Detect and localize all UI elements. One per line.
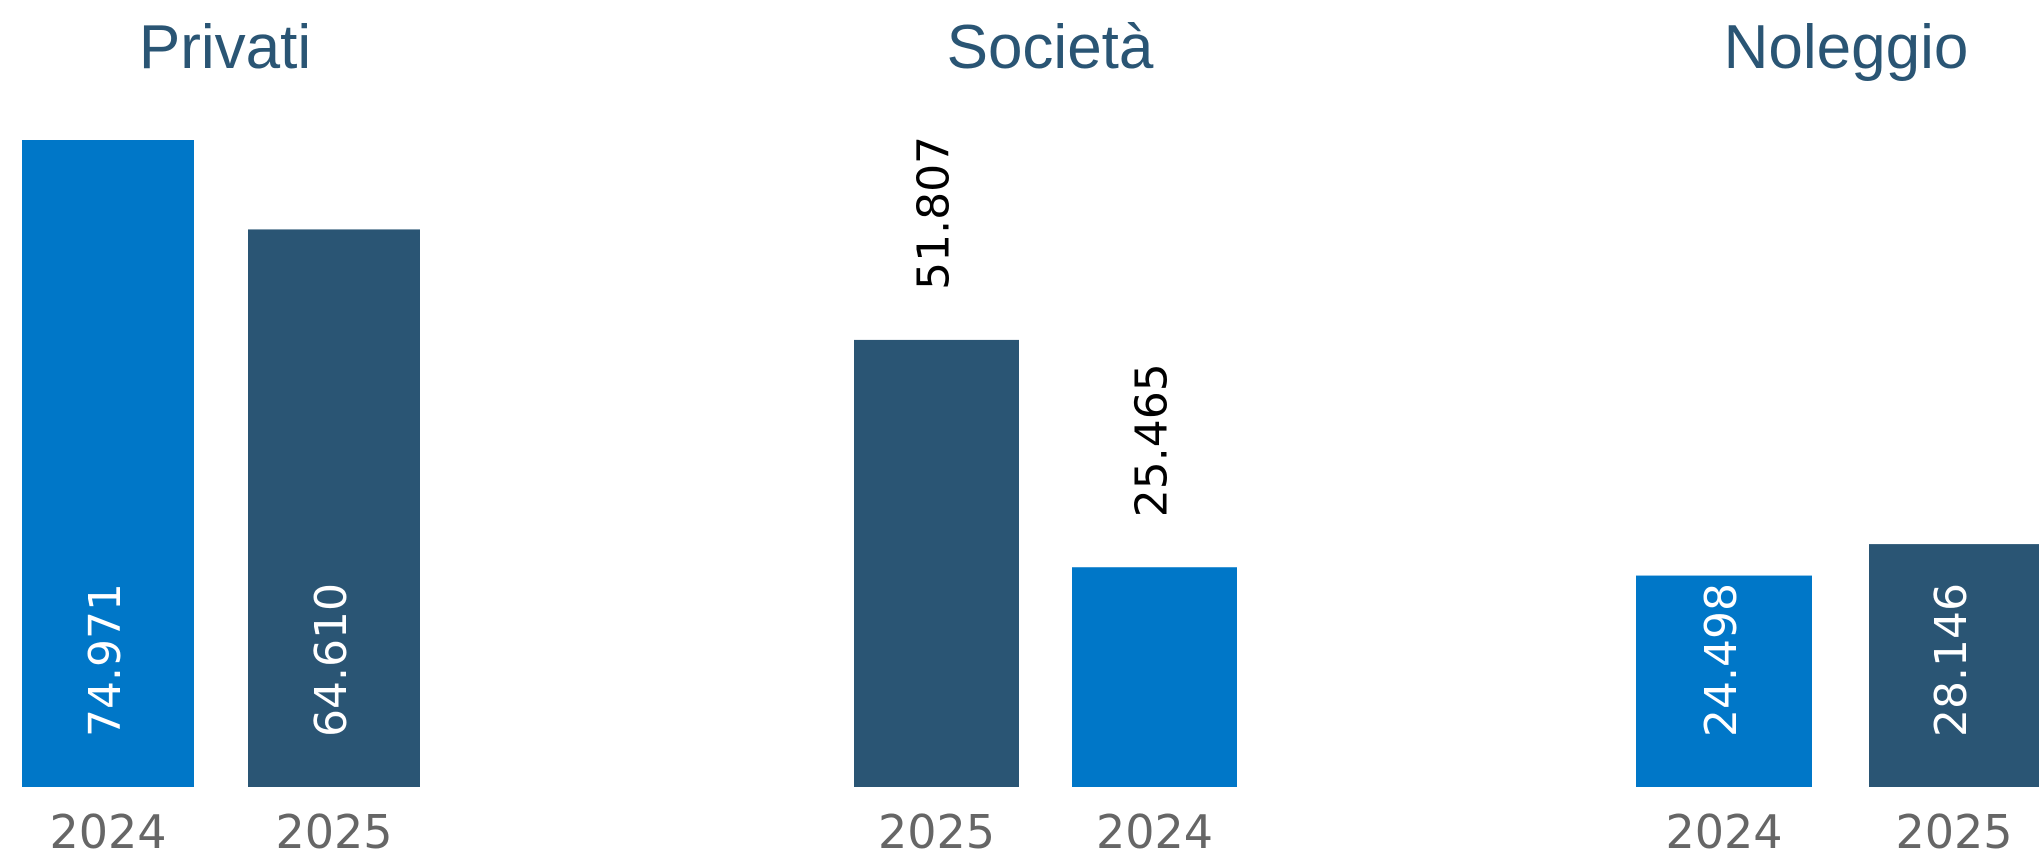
bar-2025 bbox=[854, 339, 1019, 787]
category-label: 2024 bbox=[1665, 805, 1782, 855]
data-label: 74.971 bbox=[80, 583, 131, 737]
data-label: 24.498 bbox=[1696, 583, 1747, 737]
category-label: 2024 bbox=[1096, 805, 1213, 855]
category-label: 2025 bbox=[275, 805, 392, 855]
panel-title: Noleggio bbox=[1724, 13, 1969, 82]
category-label: 2025 bbox=[1895, 805, 2012, 855]
data-label: 51.807 bbox=[909, 136, 960, 290]
panel-title: Privati bbox=[139, 13, 311, 82]
bar-2024 bbox=[1636, 575, 1812, 787]
data-label: 25.465 bbox=[1127, 363, 1178, 517]
panel-title: Società bbox=[947, 13, 1154, 82]
bar-2025 bbox=[248, 229, 420, 787]
data-label: 64.610 bbox=[306, 583, 357, 737]
chart-panel-privati: Privati 74.971 2024 64.610 2025 bbox=[22, 13, 420, 855]
data-label: 28.146 bbox=[1926, 583, 1977, 737]
category-label: 2025 bbox=[878, 805, 995, 855]
bar-2024 bbox=[1072, 567, 1237, 787]
chart-panel-noleggio: Noleggio 24.498 2024 28.146 2025 bbox=[1636, 13, 2039, 855]
category-label: 2024 bbox=[49, 805, 166, 855]
bar-2024 bbox=[22, 140, 194, 787]
chart-panel-società: Società 51.807 2025 25.465 2024 bbox=[854, 13, 1237, 855]
bar-2025 bbox=[1869, 544, 2039, 787]
